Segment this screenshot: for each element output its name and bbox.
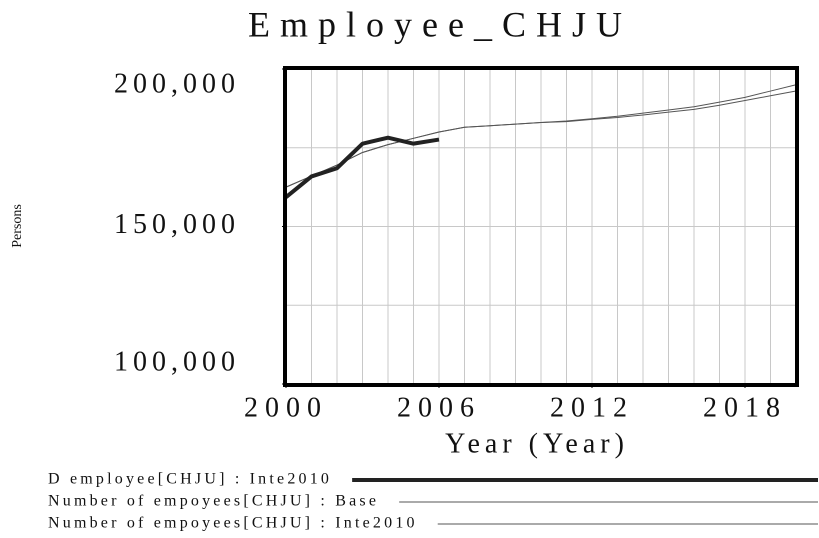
- legend-label: Number of empoyees[CHJU] : Inte2010: [48, 515, 418, 532]
- plot-frame: [283, 66, 799, 387]
- series-line: [285, 84, 797, 188]
- x-tick-label: 2000: [244, 392, 328, 423]
- legend-label: Number of empoyees[CHJU] : Base: [48, 493, 379, 510]
- legend-label: D employee[CHJU] : Inte2010: [48, 471, 332, 488]
- x-axis-label: Year (Year): [445, 428, 629, 459]
- x-tick-label: 2018: [703, 392, 787, 423]
- y-tick-label: 150,000: [114, 209, 240, 240]
- y-tick-label: 200,000: [114, 68, 240, 99]
- y-tick-label: 100,000: [114, 346, 240, 377]
- x-tick-label: 2012: [550, 392, 634, 423]
- y-axis-label: Persons: [10, 204, 25, 248]
- x-tick-label: 2006: [397, 392, 481, 423]
- chart-title: Employee_CHJU: [248, 4, 632, 44]
- series-line: [284, 135, 440, 199]
